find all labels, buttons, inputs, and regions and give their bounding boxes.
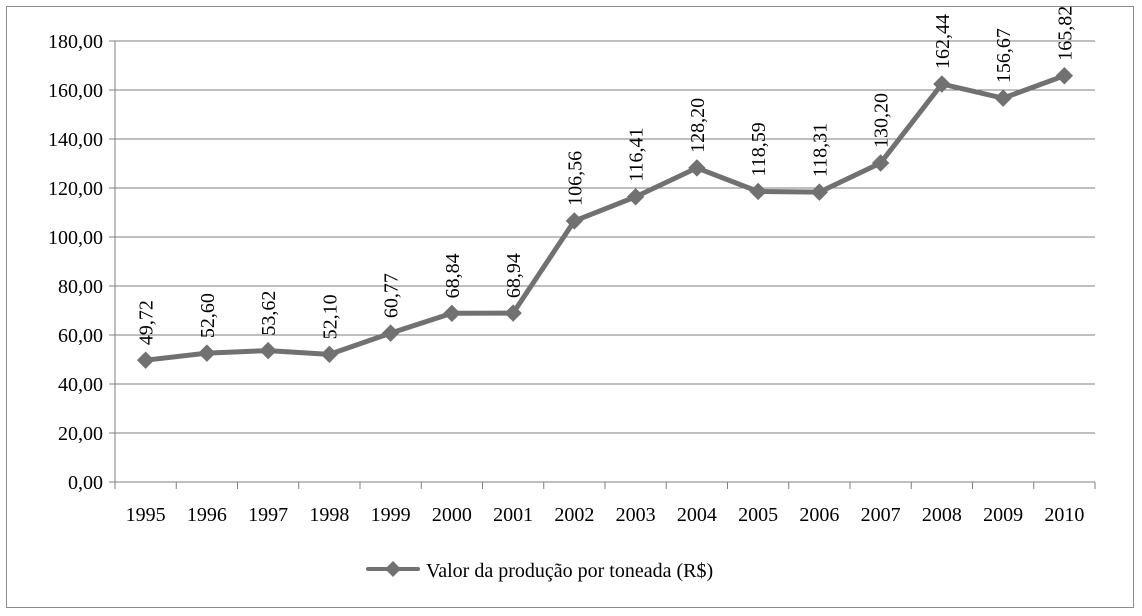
data-label: 52,10 [319, 294, 341, 339]
x-tick-label: 1997 [248, 504, 288, 526]
data-label: 53,62 [258, 291, 280, 336]
x-tick-label: 2009 [983, 504, 1023, 526]
data-label: 165,82 [1054, 6, 1076, 61]
y-tick-label: 60,00 [58, 325, 103, 347]
data-point-marker [1055, 67, 1074, 85]
data-point-marker [994, 89, 1012, 107]
data-label: 118,59 [748, 122, 770, 176]
x-tick-label: 2004 [677, 504, 717, 526]
data-label: 162,44 [932, 14, 954, 69]
data-label: 68,84 [442, 253, 464, 298]
data-label: 130,20 [871, 93, 893, 148]
gridlines [115, 40, 1095, 434]
data-label: 156,67 [993, 28, 1015, 83]
y-tick-labels: 0,00 20,00 40,00 60,00 80,00 100,00 120,00 140,… [48, 31, 103, 494]
data-labels: 49,72 52,60 53,62 52,10 60,77 68,84 68,94 106,5… [136, 6, 1077, 345]
x-tick-label: 2003 [616, 504, 656, 526]
legend-marker-icon [385, 561, 401, 577]
y-tick-label: 20,00 [58, 423, 103, 445]
data-label: 106,56 [564, 151, 586, 206]
data-label: 68,94 [503, 253, 525, 298]
data-point-marker [320, 345, 339, 364]
y-tick-label: 160,00 [48, 80, 103, 102]
y-tick-label: 0,00 [68, 472, 103, 494]
legend-label: Valor da produção por toneada (R$) [426, 560, 713, 582]
data-label: 60,77 [381, 273, 403, 318]
data-point-marker [565, 212, 584, 230]
data-point-marker [381, 324, 400, 342]
x-tick-label: 2008 [922, 504, 962, 526]
x-tick-label: 1998 [309, 504, 349, 526]
data-label: 116,41 [626, 128, 648, 182]
data-point-marker [626, 188, 645, 206]
data-point-marker [198, 344, 216, 362]
data-point-marker [259, 341, 277, 360]
data-point-marker [688, 159, 706, 177]
series-markers [136, 67, 1074, 369]
x-tick-label: 2005 [738, 504, 778, 526]
legend: Valor da produção por toneada (R$) [366, 560, 713, 582]
x-tick-label: 2001 [493, 504, 533, 526]
x-tick-labels: 1995 1996 1997 1998 1999 2000 2001 2002 2003 2004… [126, 504, 1085, 526]
data-point-marker [443, 304, 461, 323]
axes [109, 40, 1096, 489]
data-point-marker [933, 75, 951, 93]
data-point-marker [136, 351, 155, 369]
y-tick-label: 40,00 [58, 374, 103, 396]
x-tick-label: 2010 [1044, 504, 1084, 526]
data-point-marker [749, 182, 767, 201]
x-tick-label: 2006 [799, 504, 839, 526]
y-tick-label: 120,00 [48, 178, 103, 200]
data-label: 128,20 [687, 98, 709, 153]
data-label: 52,60 [197, 293, 219, 338]
x-tick-label: 1999 [371, 504, 411, 526]
x-tick-label: 2000 [432, 504, 472, 526]
y-tick-label: 180,00 [48, 31, 103, 53]
x-tick-label: 1995 [126, 504, 166, 526]
y-tick-label: 100,00 [48, 227, 103, 249]
data-label: 118,31 [809, 123, 831, 177]
x-tick-label: 2007 [861, 504, 901, 526]
x-tick-label: 1996 [187, 504, 227, 526]
x-tick-label: 2002 [554, 504, 594, 526]
y-tick-label: 140,00 [48, 129, 103, 151]
data-point-marker [504, 304, 522, 322]
data-point-marker [871, 154, 890, 172]
data-point-marker [810, 183, 829, 201]
y-tick-label: 80,00 [58, 276, 103, 298]
series-line [143, 73, 1067, 363]
series-line-path [143, 73, 1067, 363]
chart-frame [6, 6, 1134, 608]
data-label: 49,72 [136, 300, 158, 345]
